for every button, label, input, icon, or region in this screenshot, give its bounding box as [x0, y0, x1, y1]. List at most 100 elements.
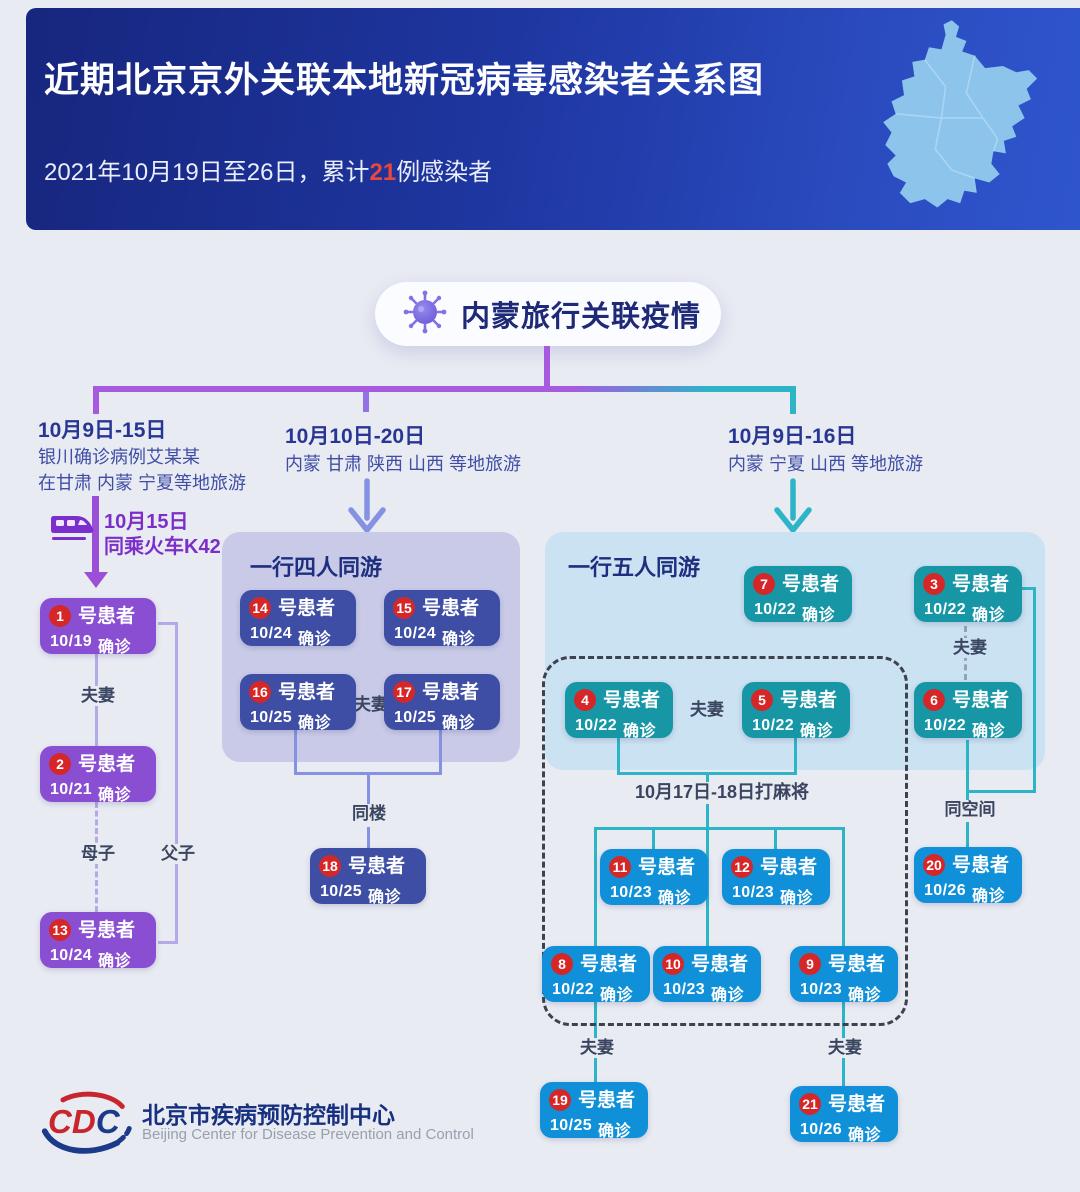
patient-card-9: 9 号患者 10/23 确诊 [790, 946, 898, 1004]
patient-suffix: 号患者 [638, 856, 696, 878]
patient-card-3: 3 号患者 10/22 确诊 [914, 566, 1022, 624]
connector-to-p18 [367, 827, 370, 848]
patient-13-number: 13 [49, 919, 71, 941]
patient-suffix: 号患者 [278, 597, 336, 619]
connector-36-join [966, 790, 1036, 793]
confirmed-label: 确诊 [98, 787, 131, 804]
page-title: 近期北京京外关联本地新冠病毒感染者关系图 [44, 61, 765, 100]
svg-text:CD: CD [48, 1103, 96, 1140]
confirm-date: 10/22 [754, 601, 797, 618]
patient-suffix: 号患者 [780, 689, 838, 711]
confirmed-label: 确诊 [972, 888, 1005, 905]
connector-right-stub [790, 392, 796, 414]
outbreak-root-node: 内蒙旅行关联疫情 [375, 282, 721, 346]
relation-p3-p6: 夫妻 [949, 638, 991, 659]
confirmed-label: 确诊 [598, 1123, 631, 1140]
connector-root-stem [544, 346, 550, 388]
relation-p1-p13: 父子 [157, 844, 199, 865]
patient-suffix: 号患者 [422, 681, 480, 703]
patient-card-5: 5 号患者 10/22 确诊 [742, 682, 850, 740]
confirmed-label: 确诊 [711, 987, 744, 1004]
relation-p9-p21: 夫妻 [824, 1038, 866, 1059]
patient-card-6: 6 号患者 10/22 确诊 [914, 682, 1022, 740]
confirm-date: 10/26 [924, 882, 967, 899]
svg-text:C: C [96, 1103, 121, 1140]
patient-suffix: 号患者 [348, 855, 406, 877]
group-five-title: 一行五人同游 [568, 555, 701, 580]
confirmed-label: 确诊 [98, 639, 131, 656]
connector-to-p12 [774, 830, 777, 849]
patient-7-number: 7 [753, 573, 775, 595]
confirmed-label: 确诊 [442, 631, 475, 648]
patient-card-12: 12 号患者 10/23 确诊 [722, 849, 830, 907]
patient-5-number: 5 [751, 689, 773, 711]
confirmed-label: 确诊 [368, 889, 401, 906]
patient-card-11: 11 号患者 10/23 确诊 [600, 849, 708, 907]
relation-p8-p19: 夫妻 [576, 1038, 618, 1059]
root-node-label: 内蒙旅行关联疫情 [461, 301, 702, 333]
train-icon [50, 510, 94, 549]
confirm-date: 10/25 [320, 883, 363, 900]
connector-mahjong-stem [706, 802, 709, 829]
patient-card-13: 13 号患者 10/24 确诊 [40, 912, 156, 970]
patient-8-number: 8 [551, 953, 573, 975]
patient-suffix: 号患者 [760, 856, 818, 878]
connector-p16-down [294, 730, 297, 774]
mahjong-label: 10月17日-18日打麻将 [630, 782, 814, 804]
patient-3-number: 3 [923, 573, 945, 595]
patient-suffix: 号患者 [782, 573, 840, 595]
connector-middle-stub [363, 392, 369, 412]
subtitle-suffix: 例感染者 [396, 159, 493, 186]
transport-label: 同乘火车K42 [104, 536, 221, 558]
case-count: 21 [369, 159, 397, 186]
confirmed-label: 确诊 [972, 607, 1005, 624]
connector-1617-join [294, 772, 442, 775]
connector-36-stem [966, 792, 969, 802]
patient-suffix: 号患者 [828, 953, 886, 975]
patient-19-number: 19 [549, 1089, 571, 1111]
relation-p4-p5: 夫妻 [686, 700, 728, 721]
patient-suffix: 号患者 [952, 689, 1010, 711]
confirm-date: 10/23 [800, 981, 843, 998]
connector-mahjong-bar [594, 827, 845, 830]
connector-p3-rail [1033, 587, 1036, 792]
confirm-date: 10/23 [732, 884, 775, 901]
patient-suffix: 号患者 [580, 953, 638, 975]
date-range-subtitle: 2021年10月19日至26日，累计21例感染者 [44, 152, 492, 187]
patient-card-14: 14 号患者 10/24 确诊 [240, 590, 356, 648]
confirm-date: 10/22 [575, 717, 618, 734]
patient-20-number: 20 [923, 854, 945, 876]
patient-suffix: 号患者 [603, 689, 661, 711]
connector-p1-p13-bracket [158, 622, 178, 944]
patient-suffix: 号患者 [691, 953, 749, 975]
connector-branch-bar [93, 386, 796, 392]
cdc-logo: CD C [36, 1090, 136, 1161]
confirmed-label: 确诊 [600, 987, 633, 1004]
connector-p6-down [966, 740, 969, 792]
patient-21-number: 21 [799, 1093, 821, 1115]
confirmed-label: 确诊 [780, 890, 813, 907]
confirmed-label: 确诊 [848, 1127, 881, 1144]
patient-card-15: 15 号患者 10/24 确诊 [384, 590, 500, 648]
confirm-date: 10/26 [800, 1121, 843, 1138]
patient-suffix: 号患者 [422, 597, 480, 619]
patient-suffix: 号患者 [952, 573, 1010, 595]
connector-p3-side [1022, 587, 1036, 590]
relation-p16-p17: 夫妻 [350, 695, 392, 716]
confirm-date: 10/22 [552, 981, 595, 998]
confirmed-label: 确诊 [848, 987, 881, 1004]
branch-left-date: 10月9日-15日 [38, 419, 167, 442]
connector-p17-down [439, 730, 442, 774]
branch-right-date: 10月9日-16日 [728, 425, 857, 448]
confirm-date: 10/25 [394, 709, 437, 726]
patient-suffix: 号患者 [578, 1089, 636, 1111]
branch-middle-date: 10月10日-20日 [285, 425, 426, 448]
patient-suffix: 号患者 [952, 854, 1010, 876]
relation-same-space: 同空间 [940, 800, 1000, 821]
patient-2-number: 2 [49, 753, 71, 775]
patient-card-21: 21 号患者 10/26 确诊 [790, 1086, 898, 1144]
confirm-date: 10/24 [50, 947, 93, 964]
confirm-date: 10/22 [924, 601, 967, 618]
patient-10-number: 10 [662, 953, 684, 975]
